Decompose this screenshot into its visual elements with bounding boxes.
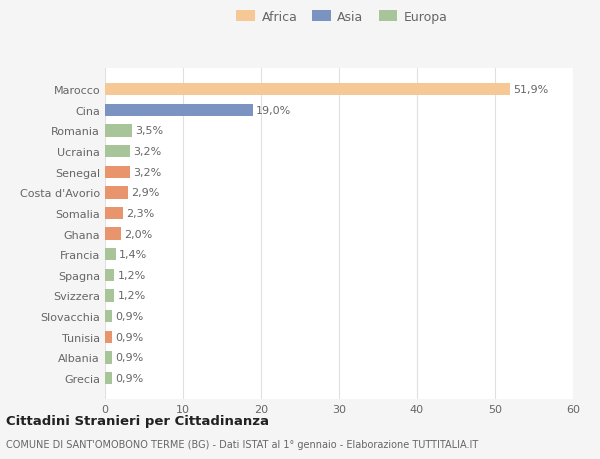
Text: 0,9%: 0,9% [115, 332, 143, 342]
Text: 19,0%: 19,0% [256, 106, 292, 116]
Text: 2,9%: 2,9% [131, 188, 159, 198]
Text: 1,2%: 1,2% [118, 270, 146, 280]
Bar [105, 372, 112, 384]
Bar [105, 352, 112, 364]
Text: 1,2%: 1,2% [118, 291, 146, 301]
Text: Cittadini Stranieri per Cittadinanza: Cittadini Stranieri per Cittadinanza [6, 414, 269, 428]
Text: 51,9%: 51,9% [513, 85, 548, 95]
Legend: Africa, Asia, Europa: Africa, Asia, Europa [236, 11, 448, 24]
Bar [105, 269, 115, 281]
Bar [105, 125, 133, 137]
Text: COMUNE DI SANT'OMOBONO TERME (BG) - Dati ISTAT al 1° gennaio - Elaborazione TUTT: COMUNE DI SANT'OMOBONO TERME (BG) - Dati… [6, 440, 478, 449]
Bar [105, 290, 115, 302]
Bar [105, 228, 121, 240]
Text: 0,9%: 0,9% [115, 353, 143, 363]
Bar [105, 248, 116, 261]
Text: 2,3%: 2,3% [126, 208, 154, 218]
Text: 3,2%: 3,2% [133, 168, 161, 177]
Text: 0,9%: 0,9% [115, 311, 143, 321]
Bar [105, 166, 130, 179]
Bar [105, 187, 128, 199]
Bar [105, 310, 112, 323]
Text: 2,0%: 2,0% [124, 229, 152, 239]
Text: 3,5%: 3,5% [136, 126, 164, 136]
Bar [105, 146, 130, 158]
Text: 1,4%: 1,4% [119, 250, 147, 260]
Bar [105, 207, 123, 220]
Bar [105, 331, 112, 343]
Text: 0,9%: 0,9% [115, 373, 143, 383]
Bar [105, 105, 253, 117]
Bar [105, 84, 510, 96]
Text: 3,2%: 3,2% [133, 147, 161, 157]
